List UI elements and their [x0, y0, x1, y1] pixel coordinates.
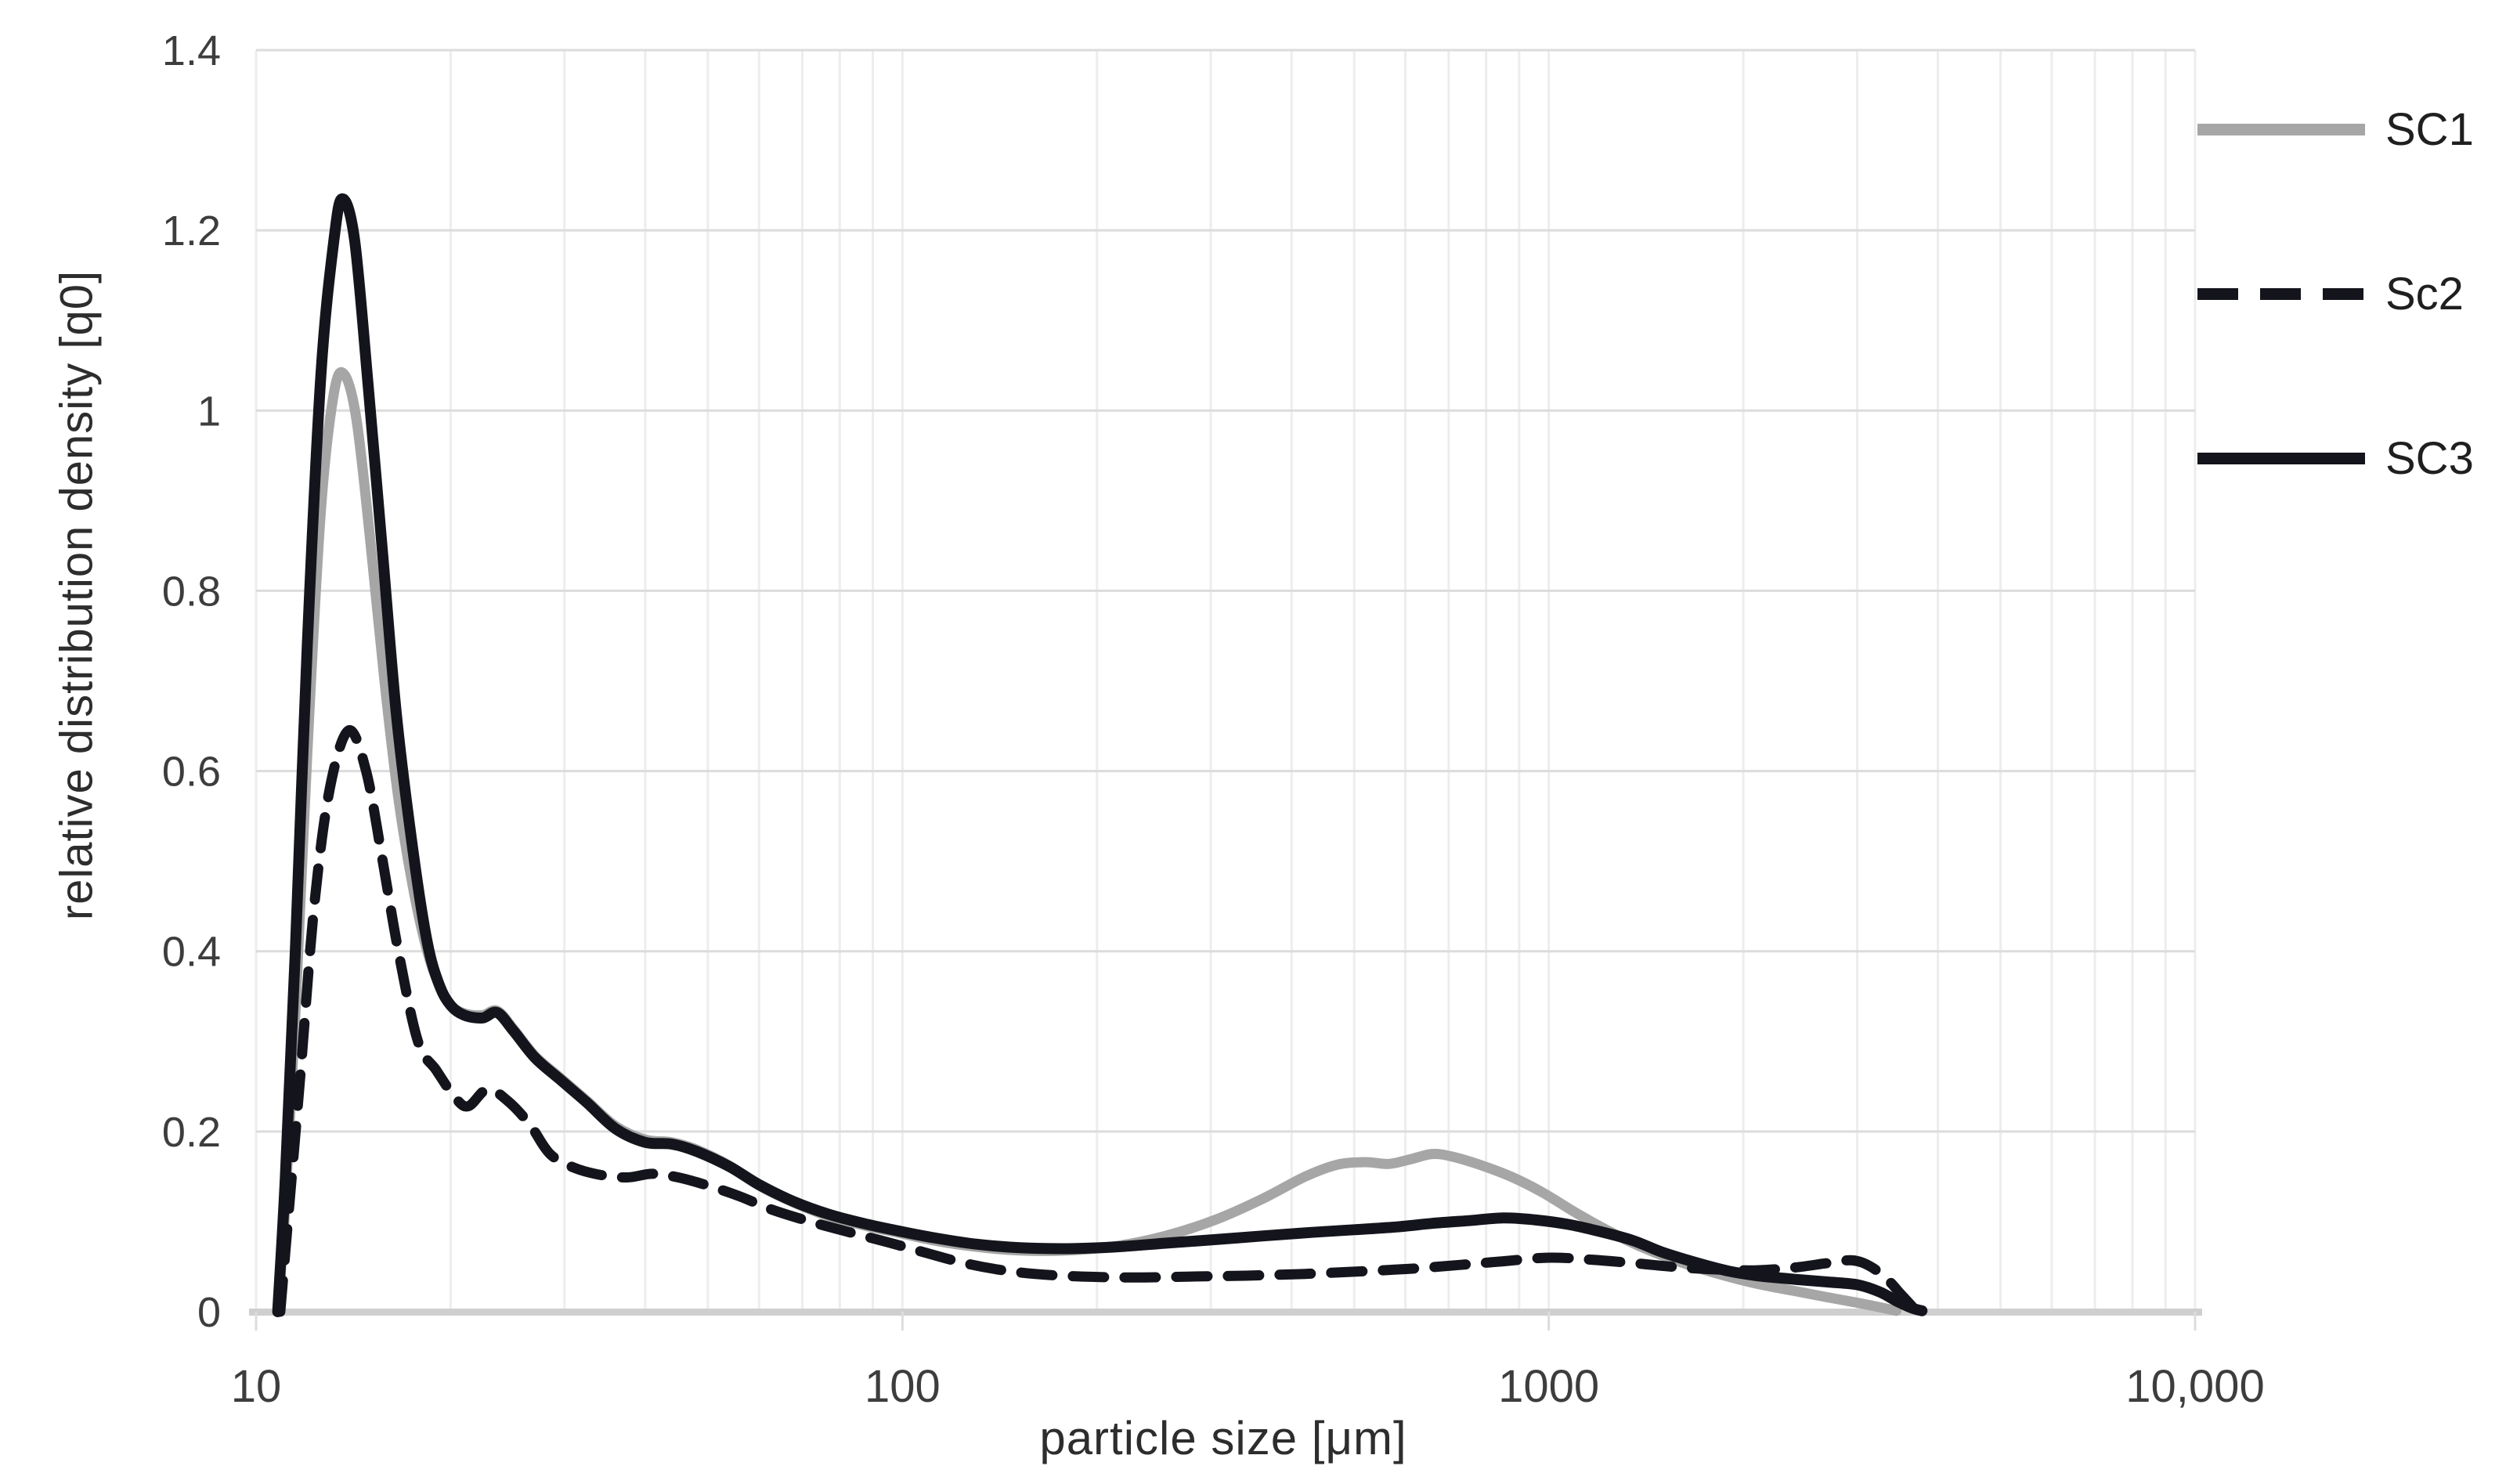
x-tick-label: 1000 [1498, 1361, 1599, 1412]
sc3-line-swatch-icon [2197, 452, 2365, 464]
x-tick-label: 100 [865, 1361, 941, 1412]
series-line-sc2 [275, 725, 1918, 1317]
series-line-sc3 [272, 193, 1928, 1317]
legend-entry-sc3: SC3 [2197, 423, 2474, 493]
x-axis-title: particle size [μm] [1039, 1412, 1407, 1464]
legend-label-sc3: SC3 [2385, 432, 2474, 484]
legend-label-sc1: SC1 [2385, 103, 2474, 155]
legend-entry-sc2: Sc2 [2197, 258, 2464, 329]
y-tick-label: 0 [197, 1289, 221, 1336]
series-line-sc1 [273, 366, 1901, 1317]
y-tick-label: 0.8 [162, 568, 221, 615]
x-axis-line [249, 1309, 2202, 1316]
y-tick-label: 1.4 [162, 27, 221, 74]
legend-entry-sc1: SC1 [2197, 94, 2474, 164]
y-axis-title: relative distribution density [q0] [51, 269, 103, 921]
sc2-dashed-line-swatch-icon [2197, 287, 2365, 300]
y-tick-label: 0.2 [162, 1109, 221, 1156]
y-tick-label: 0.4 [162, 929, 221, 976]
sc1-line-swatch-icon [2197, 123, 2365, 135]
legend: SC1 Sc2 SC3 [2197, 0, 2506, 548]
legend-label-sc2: Sc2 [2385, 268, 2464, 320]
x-tick-label: 10,000 [2125, 1361, 2264, 1412]
y-tick-label: 1.2 [162, 208, 221, 255]
y-tick-label: 1 [197, 388, 221, 435]
x-tick-label: 10 [231, 1361, 282, 1412]
y-tick-label: 0.6 [162, 749, 221, 796]
